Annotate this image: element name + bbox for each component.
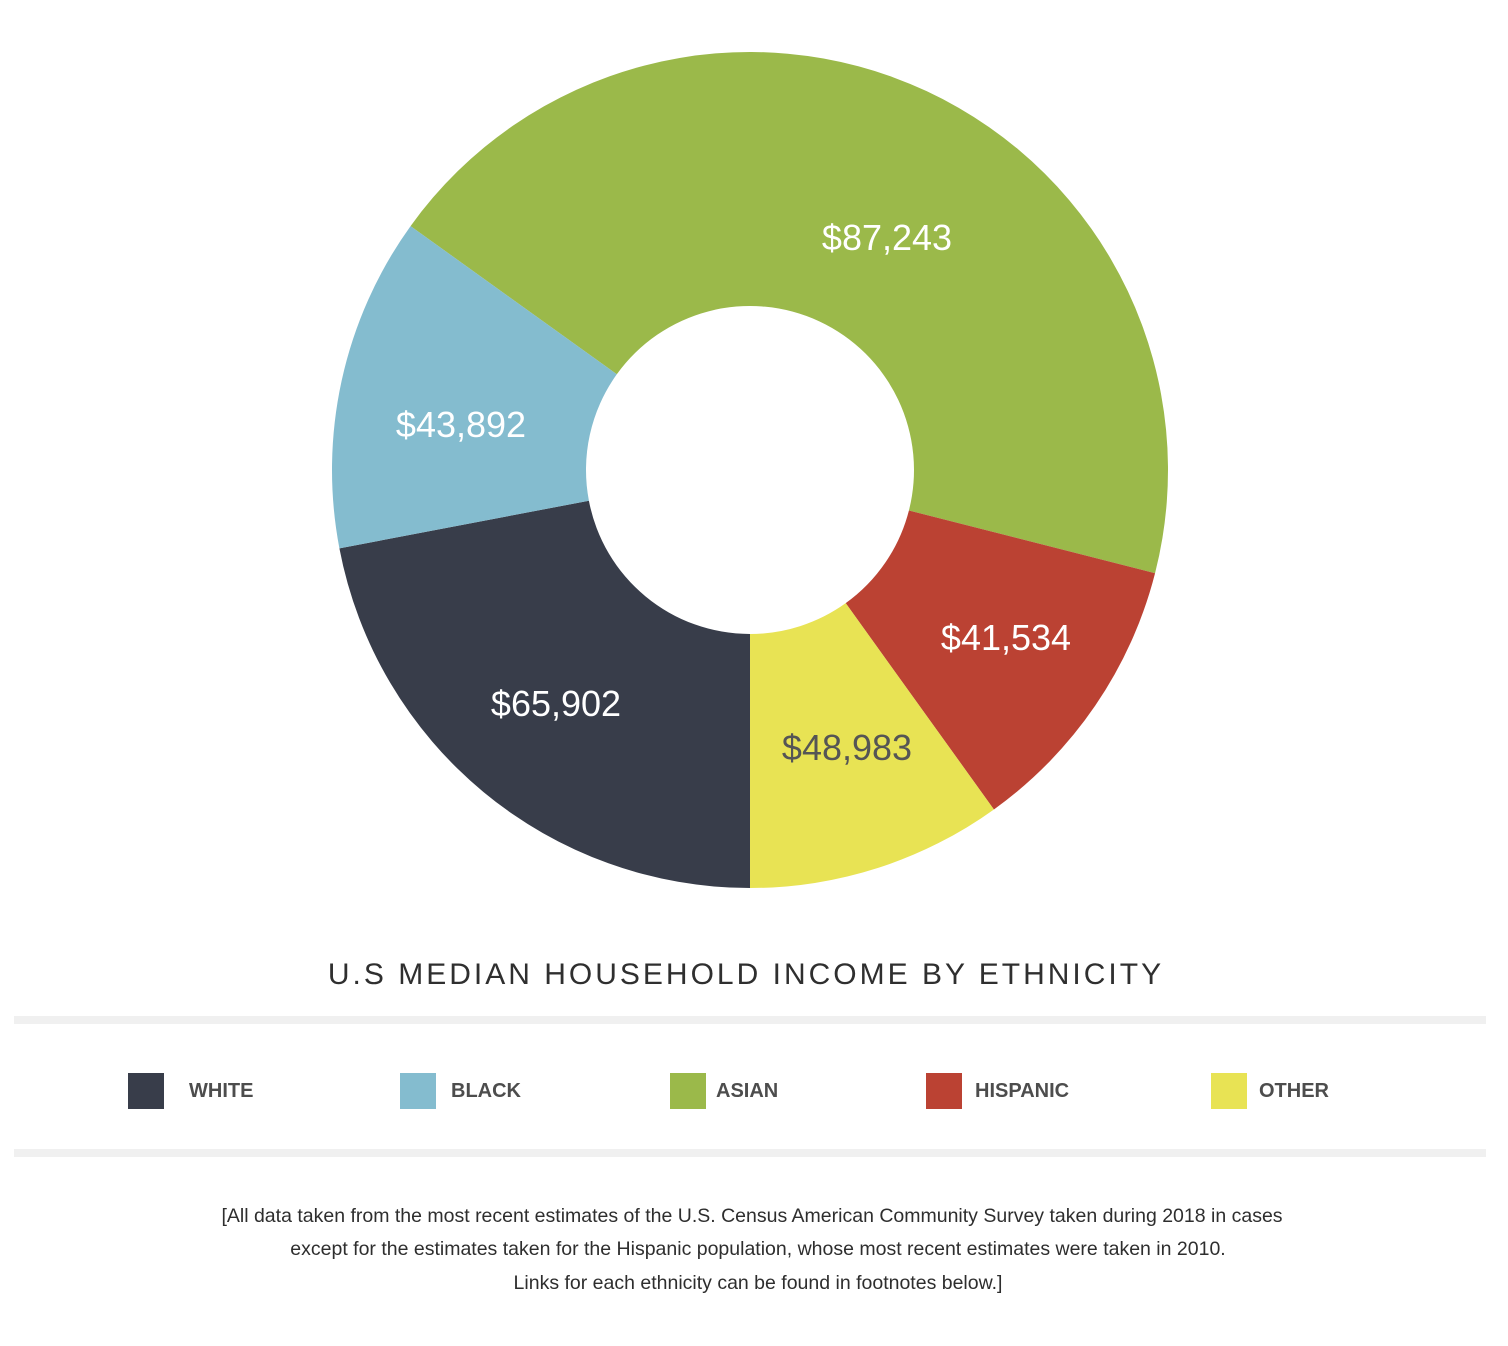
divider [14,1016,1486,1024]
data-label-hispanic: $41,534 [941,617,1071,658]
data-label-white: $65,902 [491,683,621,724]
legend-label: OTHER [1259,1079,1329,1102]
legend-item-hispanic: HISPANIC [926,1073,1069,1109]
data-label-other: $48,983 [782,727,912,768]
data-label-black: $43,892 [396,404,526,445]
footnote-line: [All data taken from the most recent est… [221,1205,1283,1227]
legend-swatch [670,1073,706,1109]
legend-item-other: OTHER [1211,1073,1329,1109]
data-label-asian: $87,243 [822,217,952,258]
legend-swatch [1211,1073,1247,1109]
legend-item-asian: ASIAN [670,1073,778,1109]
legend-swatch [128,1073,164,1109]
divider [14,1149,1486,1157]
chart-title: U.S MEDIAN HOUSEHOLD INCOME BY ETHNICITY [327,958,1165,991]
legend-swatch [926,1073,962,1109]
legend-swatch [400,1073,436,1109]
legend-item-white: WHITE [128,1073,253,1109]
legend-label: HISPANIC [975,1079,1070,1102]
legend-item-black: BLACK [400,1073,521,1109]
slice-white [339,500,750,888]
donut-chart: $87,243 $41,534 $48,983 $65,902 $43,892 [332,51,1168,888]
slice-other [750,603,994,888]
slice-hispanic [845,510,1156,810]
legend-label: BLACK [451,1079,521,1102]
legend-label: WHITE [189,1079,254,1102]
footnote-line: Links for each ethnicity can be found in… [513,1272,1003,1294]
legend-label: ASIAN [716,1079,779,1102]
slice-black [332,226,617,549]
slice-asian [410,51,1168,574]
footnote-line: except for the estimates taken for the H… [290,1238,1226,1260]
